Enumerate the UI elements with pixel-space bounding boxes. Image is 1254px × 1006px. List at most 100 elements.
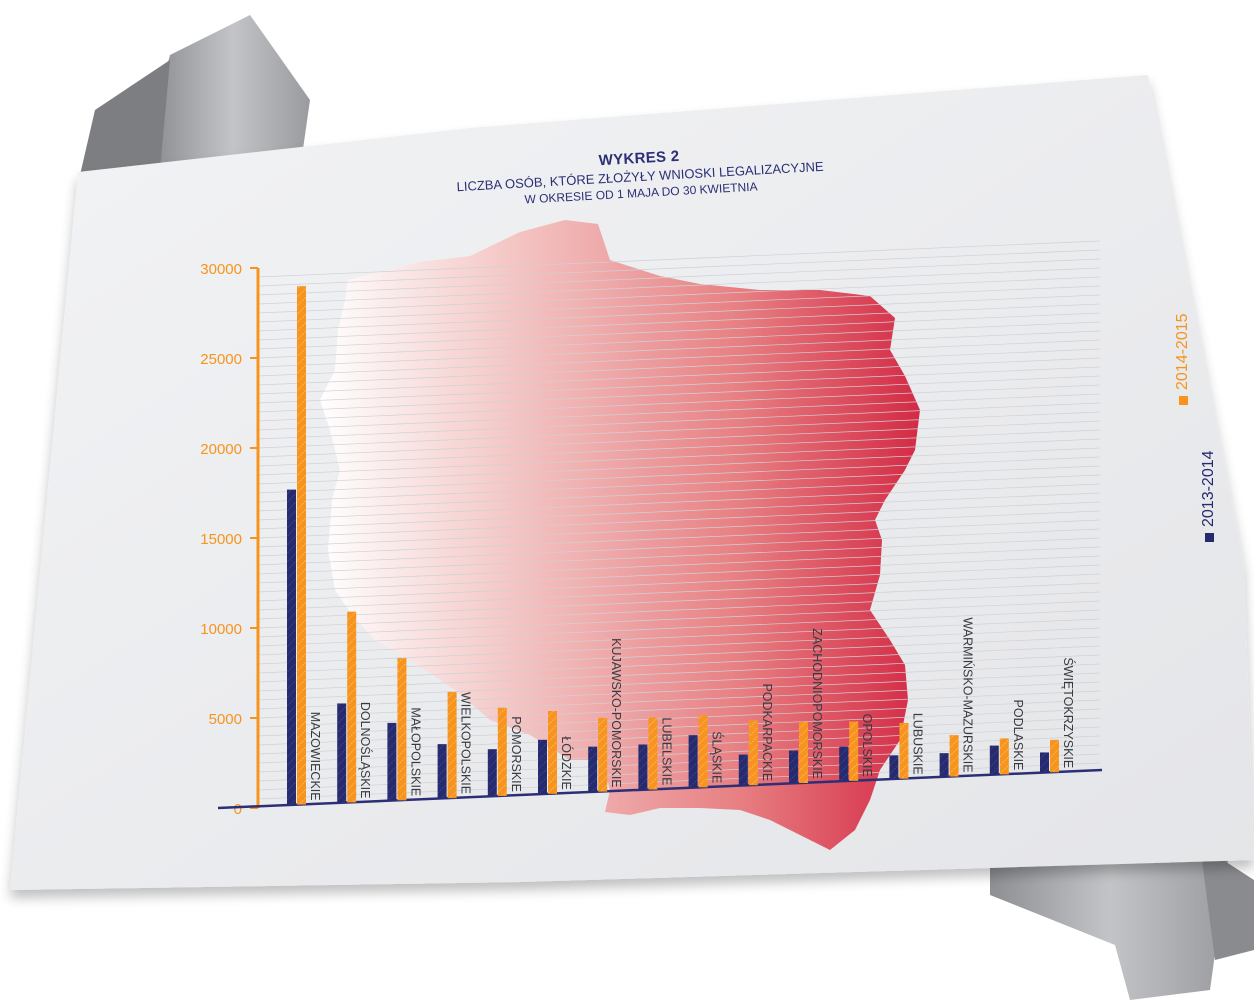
gridline — [257, 591, 1101, 629]
bar-2014-2015 — [548, 711, 557, 794]
gridline — [257, 375, 1101, 413]
ribbon-bottom-fold — [990, 845, 1230, 1000]
gridline — [257, 573, 1101, 611]
x-category-label: ŚLĄSKIE — [710, 731, 725, 783]
gridline — [257, 339, 1101, 377]
bar-2013-2014 — [738, 754, 748, 786]
gridline — [257, 501, 1101, 539]
gridline — [257, 456, 1101, 494]
gridline — [257, 546, 1101, 584]
bar-2013-2014 — [889, 755, 899, 779]
bar-2014-2015 — [1050, 739, 1059, 773]
bar-2014-2015 — [849, 721, 859, 781]
gridline — [257, 249, 1101, 287]
bar-2013-2014 — [688, 735, 698, 788]
gridline — [257, 384, 1101, 422]
bar-2013-2014 — [538, 739, 547, 794]
chart-area: 0 5000 10000 15000 20000 25000 30000 MAZOWIECKI… — [200, 240, 1103, 818]
legend-label-2014-2015: 2014-2015 — [1174, 313, 1191, 390]
x-category-label: DOLNOŚLĄSKIE — [358, 702, 373, 799]
gridline — [257, 303, 1101, 341]
poland-map-shape — [320, 220, 920, 850]
gridline — [257, 276, 1101, 314]
bar-2013-2014 — [1040, 752, 1049, 773]
bar-2014-2015 — [748, 720, 758, 786]
bar-2013-2014 — [789, 750, 798, 784]
x-category-label: ŚWIĘTOKRZYSKIE — [1061, 657, 1076, 768]
bar-2014-2015 — [598, 717, 608, 792]
bar-2013-2014 — [588, 746, 598, 792]
bar-2013-2014 — [387, 722, 397, 801]
legend-swatch-2013-2014 — [1204, 533, 1214, 542]
gridline — [257, 618, 1101, 656]
bar-2013-2014 — [487, 749, 497, 796]
gridline — [257, 366, 1101, 404]
x-category-label: POMORSKIE — [509, 716, 523, 792]
y-tick-label: 15000 — [200, 531, 242, 548]
chart-legend: 2014-2015 2013-2014 — [1160, 290, 1230, 550]
gridline — [257, 240, 1101, 278]
x-category-label: MAŁOPOLSKIE — [408, 707, 422, 796]
x-category-label: KUJAWSKO-POMORSKIE — [609, 638, 623, 788]
gridline — [257, 564, 1101, 602]
bar-2014-2015 — [447, 691, 457, 799]
x-category-label: PODLASKIE — [1011, 700, 1025, 771]
gridline — [257, 285, 1101, 323]
gridline — [257, 429, 1101, 467]
legend-item-2013-2014: 2013-2014 — [1200, 450, 1218, 542]
x-category-label: PODKARPACKIE — [760, 683, 774, 781]
gridline — [257, 312, 1101, 350]
bar-2013-2014 — [839, 746, 849, 781]
bar-2014-2015 — [698, 715, 708, 788]
gridline — [257, 492, 1101, 530]
bar-2014-2015 — [799, 721, 808, 784]
gridline — [257, 321, 1101, 359]
x-category-label: MAZOWIECKIE — [308, 712, 322, 801]
gridline — [257, 510, 1101, 548]
bar-2014-2015 — [397, 658, 407, 801]
bar-2013-2014 — [337, 703, 347, 803]
x-category-label: WARMIŃSKO-MAZURSKIE — [961, 617, 976, 772]
bar-2014-2015 — [497, 707, 507, 796]
bar-2013-2014 — [437, 744, 447, 799]
x-category-label: WIELKOPOLSKIE — [459, 692, 473, 794]
gridline — [257, 483, 1101, 521]
x-category-label: LUBELSKIE — [659, 717, 673, 785]
gridline — [257, 537, 1101, 575]
gridline — [257, 267, 1101, 305]
ribbon-bottom-right — [1200, 845, 1254, 960]
gridline — [257, 600, 1101, 638]
gridline — [257, 411, 1101, 449]
legend-swatch-2014-2015 — [1178, 396, 1188, 405]
gridline — [257, 420, 1101, 458]
gridline — [257, 555, 1101, 593]
gridline — [257, 438, 1101, 476]
bar-2014-2015 — [297, 286, 306, 805]
gridline — [257, 294, 1101, 332]
bar-2014-2015 — [648, 717, 658, 790]
legend-label-2013-2014: 2013-2014 — [1200, 450, 1217, 527]
x-category-label: ŁÓDZKIE — [559, 736, 574, 790]
bar-2014-2015 — [949, 735, 959, 777]
gridline — [257, 258, 1101, 296]
gridline — [257, 393, 1101, 431]
bar-2013-2014 — [989, 745, 999, 775]
gridline — [257, 528, 1101, 566]
y-tick-label: 0 — [234, 801, 242, 818]
gridline — [257, 357, 1101, 395]
bar-2013-2014 — [638, 744, 648, 790]
gridline — [257, 609, 1101, 647]
y-tick-label: 25000 — [200, 351, 242, 368]
gridline — [257, 330, 1101, 368]
bar-2014-2015 — [347, 611, 357, 803]
x-category-label: OPOLSKIE — [860, 714, 874, 777]
y-tick-label: 5000 — [209, 711, 242, 728]
y-tick-label: 30000 — [200, 261, 242, 278]
gridline — [257, 465, 1101, 503]
gridline — [257, 627, 1101, 665]
gridline — [257, 582, 1101, 620]
ribbon-top-fold — [155, 15, 310, 170]
gridline — [257, 447, 1101, 485]
ribbon-top-left — [80, 60, 170, 175]
